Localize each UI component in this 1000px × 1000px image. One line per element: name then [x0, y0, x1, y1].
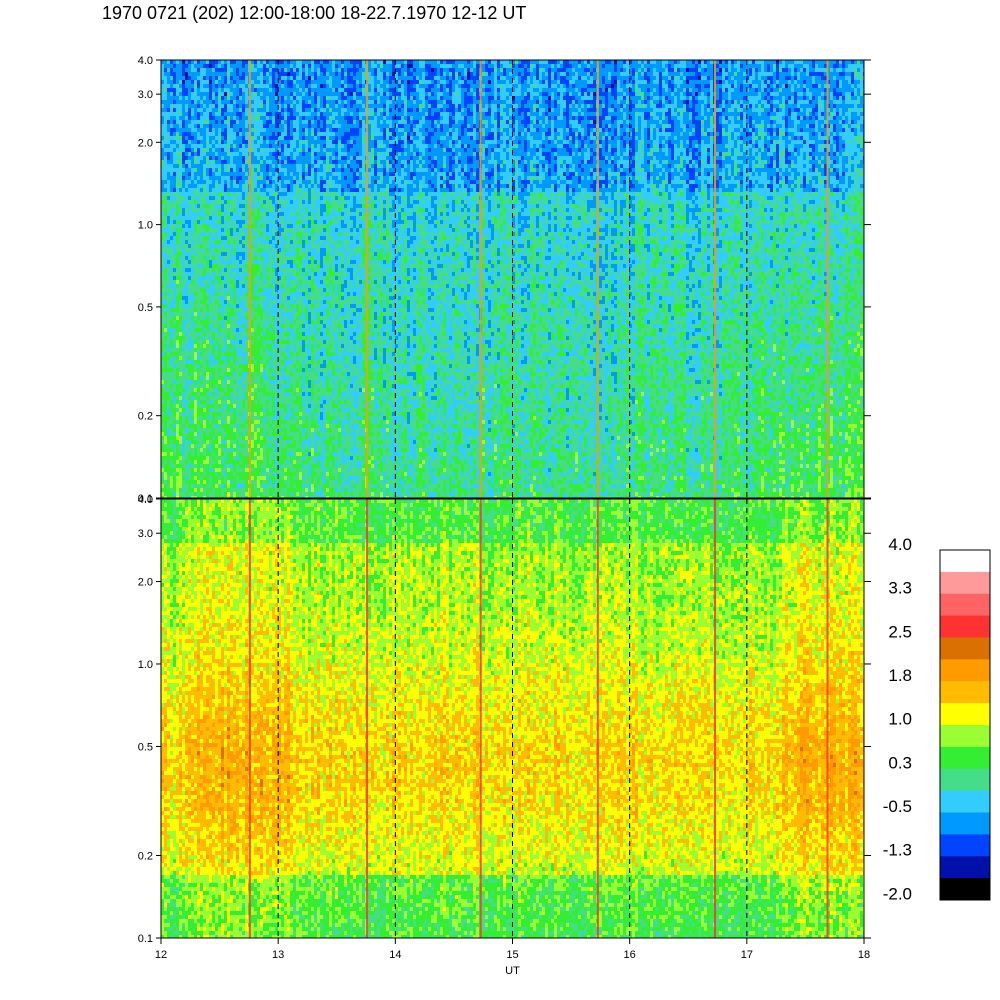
- y-tick-label: 3.0: [138, 528, 153, 540]
- colorbar-swatch: [940, 812, 990, 835]
- colorbar-label: 2.5: [888, 622, 912, 641]
- x-tick-label: 12: [155, 949, 167, 961]
- y-tick-label: 4.0: [138, 55, 153, 67]
- y-tick-label: 4.0: [138, 494, 153, 506]
- grid-overlays: [277, 60, 748, 938]
- top-spectrogram-panel: [161, 60, 864, 498]
- colorbar-swatch: [940, 878, 990, 901]
- x-tick-label: 14: [389, 949, 401, 961]
- y-tick-label: 0.5: [138, 741, 153, 753]
- x-tick-label: 15: [506, 949, 518, 961]
- colorbar-swatch: [940, 637, 990, 660]
- colorbar-label: -0.5: [883, 797, 912, 816]
- colorbar-label: 0.3: [888, 753, 912, 772]
- y-tick-label: 0.1: [138, 493, 153, 505]
- colorbar-swatch: [940, 834, 990, 857]
- y-tick-label: 1.0: [138, 659, 153, 671]
- colorbar-swatch: [940, 790, 990, 813]
- colorbar-swatch: [940, 703, 990, 726]
- colorbar-label: -1.3: [883, 841, 912, 860]
- colorbar-swatch: [940, 615, 990, 638]
- chart-title: 1970 0721 (202) 12:00-18:00 18-22.7.1970…: [102, 3, 526, 24]
- colorbar-swatch: [940, 681, 990, 704]
- colorbar-swatch: [940, 768, 990, 792]
- colorbar-swatch: [940, 593, 990, 617]
- colorbar-label: -2.0: [883, 884, 912, 903]
- colorbar-swatch: [940, 659, 990, 682]
- x-tick-label: 18: [858, 949, 870, 961]
- colorbar-label: 3.3: [888, 579, 912, 598]
- colorbar-label: 4.0: [888, 535, 912, 554]
- colorbar-swatch: [940, 571, 990, 595]
- y-tick-label: 2.0: [138, 137, 153, 149]
- y-tick-label: 1.0: [138, 220, 153, 232]
- x-axis-label: UT: [505, 965, 520, 977]
- bottom-spectrogram-panel: [161, 499, 864, 938]
- x-tick-label: 17: [741, 949, 753, 961]
- colorbar-legend: 4.0 3.3 2.5 1.8 1.0 0.3 -0.5 -1.3 -2.0: [883, 535, 991, 903]
- colorbar-swatch: [940, 725, 990, 748]
- y-tick-label: 2.0: [138, 576, 153, 588]
- y-tick-label: 0.5: [138, 302, 153, 314]
- colorbar-swatch: [940, 856, 990, 879]
- colorbar-swatch: [940, 550, 990, 573]
- colorbar-label: 1.0: [888, 710, 912, 729]
- axes: 0.10.20.51.02.03.04.00.10.20.51.02.03.04…: [138, 55, 871, 977]
- x-tick-label: 13: [272, 949, 284, 961]
- y-tick-label: 0.2: [138, 851, 153, 863]
- y-tick-label: 0.1: [138, 933, 153, 945]
- y-tick-label: 0.2: [138, 411, 153, 423]
- colorbar-swatch: [940, 746, 990, 770]
- x-tick-label: 16: [624, 949, 636, 961]
- colorbar-label: 1.8: [888, 666, 912, 685]
- y-tick-label: 3.0: [138, 89, 153, 101]
